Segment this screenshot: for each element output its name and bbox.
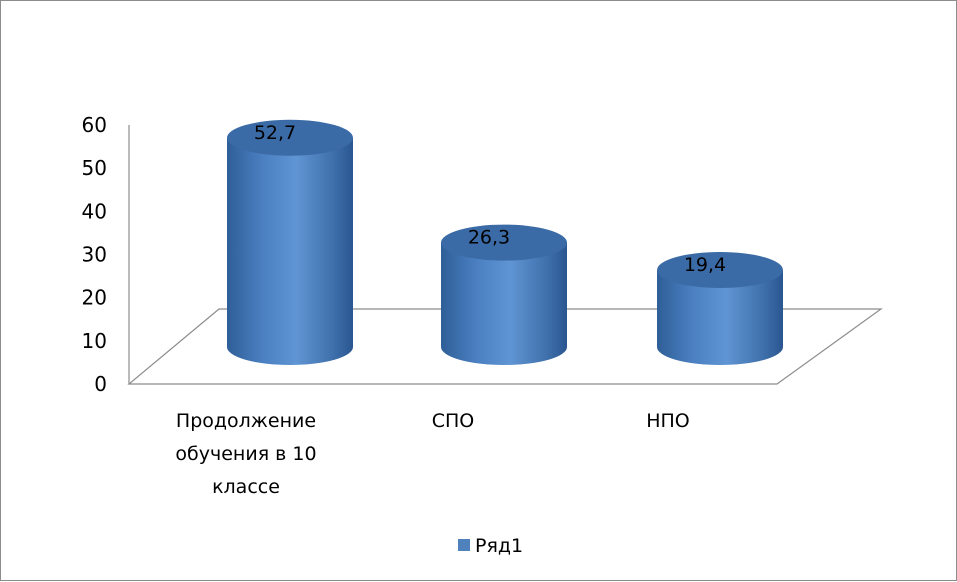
y-tick-label: 60 xyxy=(82,113,107,137)
y-tick-label: 40 xyxy=(82,199,107,223)
x-category-label: НПО xyxy=(646,410,690,432)
bar-body xyxy=(657,269,783,365)
x-category-label: СПО xyxy=(432,410,475,432)
x-category-label-line: обучения в 10 xyxy=(175,443,316,465)
bars-group: 52,7 26,3 19,4 xyxy=(227,119,783,365)
bar-top-cap xyxy=(227,119,353,156)
bar-body xyxy=(441,242,567,365)
y-tick-label: 20 xyxy=(82,286,107,310)
x-category-label-line: Продолжение xyxy=(176,410,316,432)
bar-body xyxy=(227,137,353,365)
y-tick-label: 0 xyxy=(94,372,107,396)
data-label: 52,7 xyxy=(254,122,296,144)
bar xyxy=(441,224,567,365)
x-category-label-line: классе xyxy=(212,476,280,498)
y-axis: 0 10 20 30 40 50 60 xyxy=(82,113,130,396)
bar-top-cap xyxy=(657,251,783,288)
y-tick-label: 10 xyxy=(82,329,107,353)
bar-top-cap xyxy=(441,224,567,261)
legend-swatch xyxy=(458,539,470,551)
x-category-label-line: НПО xyxy=(646,410,690,432)
bar xyxy=(657,251,783,365)
x-axis-labels: Продолжение обучения в 10 классе СПО НПО xyxy=(175,410,689,498)
legend-label: Ряд1 xyxy=(475,535,523,557)
x-category-label-line: СПО xyxy=(432,410,475,432)
data-label: 19,4 xyxy=(684,254,726,276)
legend: Ряд1 xyxy=(458,535,523,557)
y-tick-label: 30 xyxy=(82,243,107,267)
data-label: 26,3 xyxy=(468,227,510,249)
x-category-label: Продолжение обучения в 10 классе xyxy=(175,410,316,498)
bar xyxy=(227,119,353,365)
y-tick-label: 50 xyxy=(82,156,107,180)
